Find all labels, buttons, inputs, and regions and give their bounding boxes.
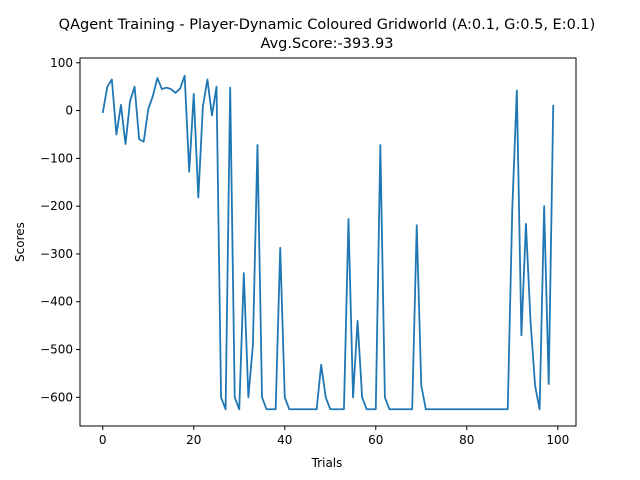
y-tick-label: 0 [65,104,73,118]
y-tick-label: −600 [40,390,73,404]
y-tick-label: −400 [40,295,73,309]
x-tick-label: 0 [99,433,107,447]
axis-ticks: 0 20 40 60 80 100 100 0 −100 −200 −300 −400 −500 −600 [40,56,569,447]
x-tick-label: 60 [368,433,383,447]
x-tick-label: 80 [459,433,474,447]
x-tick-label: 40 [277,433,292,447]
y-tick-label: −300 [40,247,73,261]
y-tick-label: 100 [50,56,73,70]
y-axis-label: Scores [13,222,27,262]
plot-frame [79,57,577,427]
x-tick-label: 20 [186,433,201,447]
y-tick-label: −100 [40,151,73,165]
y-tick-label: −500 [40,343,73,357]
chart-title: QAgent Training - Player-Dynamic Coloure… [59,17,596,33]
y-tick-label: −200 [40,199,73,213]
chart-subtitle: Avg.Score:-393.93 [261,36,394,52]
x-axis-label: Trials [311,456,343,470]
series-line [101,74,555,411]
x-tick-label: 100 [546,433,569,447]
